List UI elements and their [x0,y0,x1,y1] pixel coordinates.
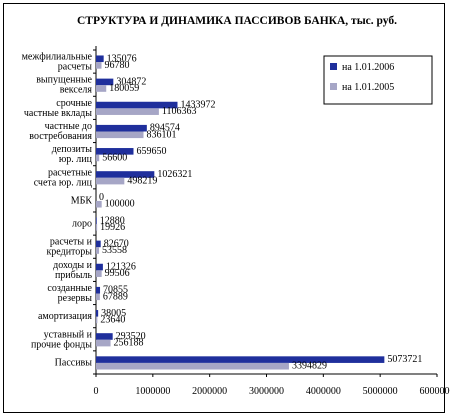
legend-label: на 1.01.2005 [342,82,394,93]
data-label: 38005 [101,308,126,319]
bar-2006 [96,148,134,155]
category-label: уставный и прочие фонды [31,329,93,350]
category-label: МБК [71,195,93,206]
data-label: 121326 [106,262,136,273]
data-label: 67889 [103,291,128,302]
data-label: 96780 [105,60,130,71]
data-label: 3394829 [292,361,327,372]
data-label: 70855 [103,285,128,296]
bar-2006 [96,356,385,363]
category-label: Пассивы [55,357,93,368]
chart-title: СТРУКТУРА И ДИНАМИКА ПАССИВОВ БАНКА, тыс… [77,15,397,27]
legend-box [323,55,433,105]
data-label: 1026321 [157,169,192,180]
data-label: 19926 [100,222,125,233]
data-label: 53558 [102,245,127,256]
category-label: частные до востребования [29,121,92,142]
bar-2005 [96,85,107,92]
category-label: расчеты и кредиторы [46,237,92,258]
bar-2006 [96,240,101,248]
bar-2005 [96,362,289,370]
bar-2006 [96,124,147,132]
bar-2005 [96,247,100,254]
data-label: 293520 [116,331,146,342]
bar-2005 [96,154,100,162]
bar-2005 [96,108,159,115]
bar-2005 [96,177,125,185]
category-label: амортизация [38,311,92,322]
category-label: межфилиальные расчеты [22,52,93,73]
data-label: 304872 [116,76,146,87]
category-label: расчетные счета юр. лиц [34,167,93,188]
data-label: 256188 [114,338,144,349]
x-tick-label: 4000000 [306,386,341,397]
legend-swatch [330,83,337,90]
x-tick-label: 6000000 [420,386,450,397]
bar-2005 [96,224,98,231]
category-label: созданные резервы [47,283,92,304]
data-label: 23640 [100,314,125,325]
data-label: 12880 [100,215,125,226]
legend: на 1.01.2006 на 1.01.2005 [323,55,433,105]
x-tick-label: 3000000 [249,386,284,397]
legend-label: на 1.01.2006 [342,62,394,73]
bar-2006 [96,55,104,63]
data-label: 1433972 [180,100,215,111]
data-label: 894574 [150,123,180,134]
plot-area: 0 1000000 2000000 3000000 4000000 5000000 6000… [22,46,450,397]
bar-2005 [96,270,102,277]
bar-2006 [96,333,113,340]
category-label: доходы и прибыль [53,260,92,281]
x-tick-label: 1000000 [135,386,170,397]
data-label: 135076 [107,53,137,64]
bar-2006 [96,217,97,225]
bar-2006 [96,286,101,294]
data-label: 5073721 [387,354,422,365]
bar-2005 [96,339,111,347]
bar-2006 [96,263,103,271]
bar-2005 [96,131,144,139]
category-label: срочные частные вклады [24,98,93,119]
legend-swatch [330,63,337,70]
bar-2005 [96,293,100,301]
bar-2005 [96,200,102,208]
data-label: 100000 [105,199,135,210]
data-label: 99506 [105,268,130,279]
data-label: 659650 [136,146,166,157]
category-label: лоро [72,219,92,230]
bar-2006 [96,78,114,86]
category-label: выпущенные векселя [36,75,92,96]
bar-2006 [96,101,178,109]
bar-2005 [96,316,98,324]
data-label: 1106363 [162,106,197,117]
data-label: 56600 [102,152,127,163]
data-label: 180059 [109,83,139,94]
bar-2006 [96,310,99,317]
category-label: депозиты юр. лиц [52,144,93,165]
data-label: 498219 [127,176,157,187]
x-tick-label: 5000000 [363,386,398,397]
data-label: 82670 [104,238,129,249]
bar-2005 [96,62,102,69]
data-label: 836101 [147,129,177,140]
bar-2006 [96,171,155,178]
x-tick-label: 2000000 [192,386,227,397]
x-tick-label: 0 [94,386,99,397]
data-label: 0 [99,192,104,203]
